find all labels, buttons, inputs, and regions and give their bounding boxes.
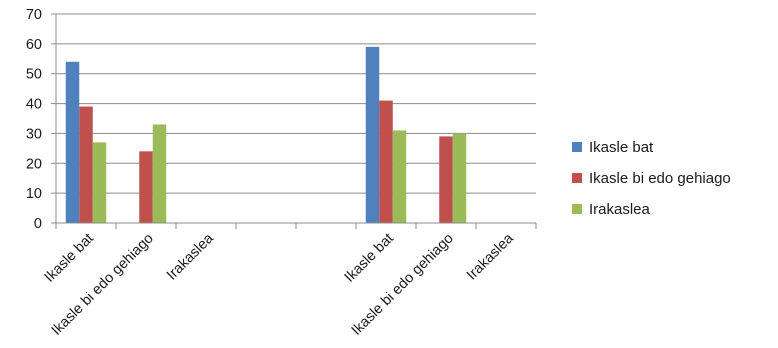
legend: Ikasle bat Ikasle bi edo gehiago Irakaslea <box>572 139 731 218</box>
x-tick-label: Ikasle bat <box>42 231 97 286</box>
y-tick-label: 20 <box>26 156 42 172</box>
x-tick-label: Ikasle bat <box>342 231 397 286</box>
y-tick-label: 60 <box>26 37 42 53</box>
bar <box>393 130 407 223</box>
x-tick-label: Irakaslea <box>164 230 218 284</box>
bar <box>366 47 380 223</box>
bar <box>93 142 107 223</box>
legend-label: Irakaslea <box>589 201 651 218</box>
x-tick-label: Irakaslea <box>464 230 518 284</box>
bar <box>79 107 93 223</box>
y-tick-label: 70 <box>26 7 42 23</box>
y-tick-label: 40 <box>26 97 42 113</box>
bar <box>439 136 453 223</box>
legend-label: Ikasle bi edo gehiago <box>589 170 731 187</box>
legend-swatch <box>572 173 582 183</box>
legend-swatch <box>572 142 582 152</box>
bar <box>453 133 467 223</box>
bar <box>153 124 167 223</box>
legend-label: Ikasle bat <box>589 139 654 156</box>
y-tick-label: 50 <box>26 67 42 83</box>
y-axis-ticks: 0 10 20 30 40 50 60 70 <box>26 7 56 232</box>
y-tick-label: 0 <box>34 216 42 232</box>
bar <box>66 62 80 223</box>
x-tick-label: Ikasle bi edo gehiago <box>349 231 457 339</box>
y-tick-label: 30 <box>26 126 42 142</box>
bar <box>379 101 393 223</box>
x-tick-label: Ikasle bi edo gehiago <box>49 231 157 339</box>
y-tick-label: 10 <box>26 186 42 202</box>
legend-swatch <box>572 204 582 214</box>
bar <box>139 151 153 223</box>
